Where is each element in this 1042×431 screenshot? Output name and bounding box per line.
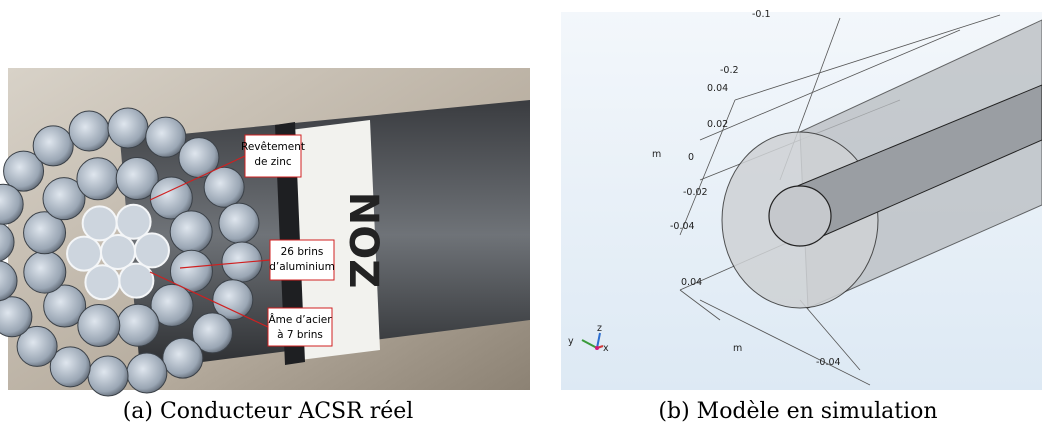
strand (219, 203, 259, 243)
strand (88, 356, 128, 396)
strand (117, 304, 159, 346)
annotation-text: de zinc (254, 156, 292, 168)
strand (108, 108, 148, 148)
axis-label: 0 (688, 152, 694, 163)
annotation-text: d’aluminium (269, 261, 335, 273)
strand (24, 251, 66, 293)
photo-text: NOZ (340, 192, 386, 288)
annotation-text: 26 brins (281, 246, 324, 258)
strand (69, 111, 109, 151)
strand (135, 233, 169, 267)
strand (170, 211, 212, 253)
axis-label: -0.2 (720, 65, 739, 76)
axis-label: -0.02 (683, 187, 708, 198)
annotation-text: Âme d’acier (268, 313, 332, 326)
triad-label: y (568, 336, 574, 347)
axis-label: -0.04 (670, 221, 695, 232)
strand (83, 206, 117, 240)
figure: NOZ Revêtement de zinc 26 brins d’aluminium… (0, 0, 1042, 431)
strand (77, 158, 119, 200)
strand (78, 304, 120, 346)
strand (67, 237, 101, 271)
strand (119, 264, 153, 298)
triad-label: x (603, 343, 609, 354)
triad-label: z (597, 323, 602, 334)
axis-label: 0.04 (707, 83, 728, 94)
axis-label: m (652, 149, 661, 160)
axis-label: 0.02 (707, 119, 728, 130)
axis-label: -0.04 (816, 357, 841, 368)
annotation-text: Revêtement (241, 141, 305, 153)
strand (204, 167, 244, 207)
simulation (561, 12, 1042, 390)
caption: (b) Modèle en simulation (658, 399, 937, 424)
strand (163, 338, 203, 378)
annotation-text: à 7 brins (277, 329, 323, 341)
photo: NOZ (0, 68, 530, 396)
caption: (a) Conducteur ACSR réel (123, 399, 414, 424)
axis-label: -0.1 (752, 9, 771, 20)
strand (127, 353, 167, 393)
axis-label: 0.04 (681, 277, 702, 288)
axis-label: m (733, 343, 742, 354)
strand (33, 126, 73, 166)
